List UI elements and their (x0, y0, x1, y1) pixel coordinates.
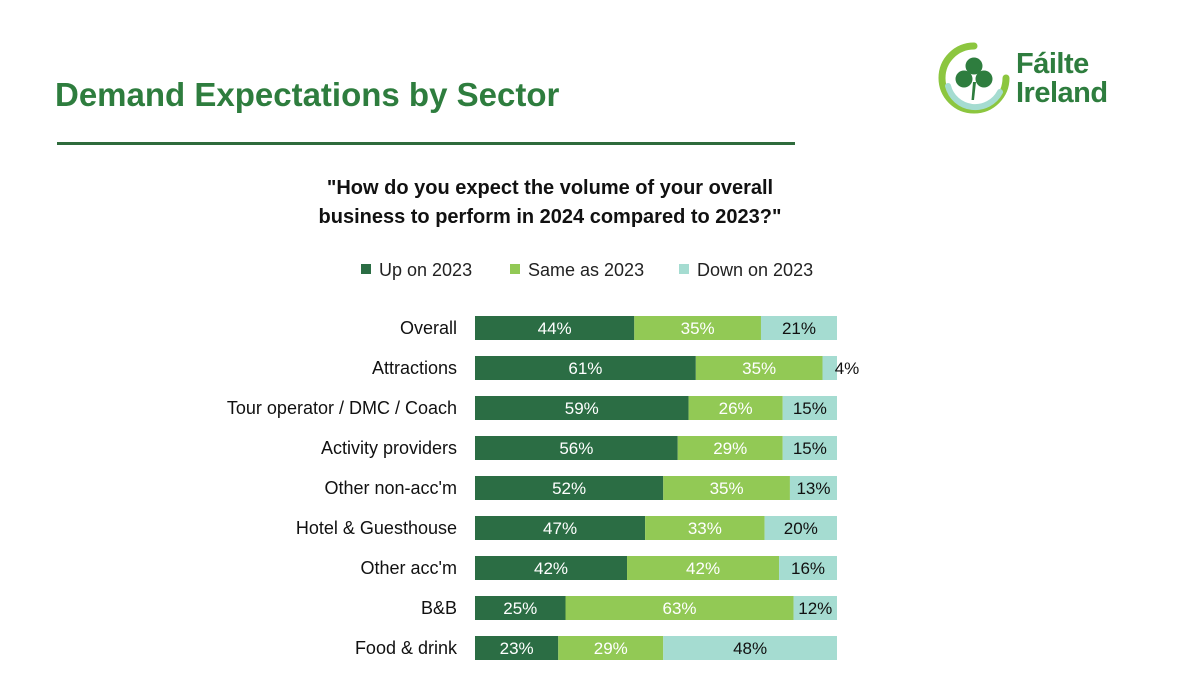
bar-segment (764, 516, 837, 540)
category-label: B&B (421, 598, 457, 618)
data-label: 42% (534, 559, 568, 578)
failte-ireland-logo: Fáilte Ireland (938, 42, 1138, 114)
bar-segment (822, 356, 837, 380)
chart-title-line-1: "How do you expect the volume of your ov… (326, 177, 774, 199)
data-label: 15% (793, 399, 827, 418)
bar-segment (475, 636, 559, 660)
data-label: 4% (835, 359, 860, 378)
data-label: 42% (686, 559, 720, 578)
data-label: 20% (784, 519, 818, 538)
page-title: Demand Expectations by Sector (55, 76, 560, 113)
logo-wordmark: Fáilte Ireland (1016, 50, 1146, 108)
logo-line-2: Ireland (1016, 77, 1108, 109)
title-divider (57, 142, 795, 145)
data-label: 15% (793, 439, 827, 458)
data-label: 35% (681, 319, 715, 338)
bar-segment (688, 396, 783, 420)
category-label: Other non-acc'm (325, 478, 458, 498)
bar-segment (779, 556, 837, 580)
category-label: Overall (400, 318, 457, 338)
bar-segment (677, 436, 783, 460)
bar-segment (627, 556, 780, 580)
legend-label-0: Up on 2023 (379, 260, 472, 280)
category-label: Activity providers (321, 438, 457, 458)
legend-label-1: Same as 2023 (528, 260, 644, 280)
shamrock-logo-icon (938, 42, 1010, 114)
bar-segment (695, 356, 823, 380)
category-label: Tour operator / DMC / Coach (227, 398, 457, 418)
data-label: 25% (503, 599, 537, 618)
bar-segment (782, 436, 837, 460)
bar-segment (475, 476, 664, 500)
bar-segment (475, 436, 678, 460)
data-label: 48% (733, 639, 767, 658)
bar-segment (663, 476, 790, 500)
data-label: 35% (742, 359, 776, 378)
bar-segment (558, 636, 664, 660)
data-label: 16% (791, 559, 825, 578)
bar-segment (789, 476, 837, 500)
category-label: Other acc'm (361, 558, 457, 578)
bar-segment (475, 556, 628, 580)
stacked-bar-chart: Up on 2023 Same as 2023 Down on 2023 Overal… (227, 260, 860, 660)
data-label: 47% (543, 519, 577, 538)
bar-segment (793, 596, 837, 620)
bar-segment (760, 316, 837, 340)
category-label: Food & drink (355, 638, 458, 658)
legend-label-2: Down on 2023 (697, 260, 813, 280)
legend-item-0: Up on 2023 (361, 260, 472, 280)
data-label: 59% (565, 399, 599, 418)
bar-segment (475, 356, 696, 380)
category-label: Hotel & Guesthouse (296, 518, 457, 538)
data-label: 13% (796, 479, 830, 498)
legend-swatch-1 (510, 264, 520, 274)
bar-segment (475, 316, 635, 340)
legend-swatch-0 (361, 264, 371, 274)
data-label: 63% (663, 599, 697, 618)
data-label: 21% (782, 319, 816, 338)
data-label: 29% (594, 639, 628, 658)
chart-title-line-2: business to perform in 2024 compared to … (318, 206, 782, 228)
bar-segment (565, 596, 794, 620)
data-label: 12% (798, 599, 832, 618)
bar-segment (645, 516, 765, 540)
data-label: 52% (552, 479, 586, 498)
bar-segment (475, 596, 566, 620)
bar-segment (663, 636, 837, 660)
data-label: 44% (538, 319, 572, 338)
bar-segment (475, 396, 689, 420)
bar-segment (475, 516, 646, 540)
logo-line-1: Fáilte (1016, 48, 1089, 80)
data-label: 29% (713, 439, 747, 458)
legend-item-2: Down on 2023 (679, 260, 813, 280)
data-label: 33% (688, 519, 722, 538)
legend-swatch-2 (679, 264, 689, 274)
legend-item-1: Same as 2023 (510, 260, 644, 280)
chart-title: "How do you expect the volume of your ov… (240, 174, 860, 232)
data-label: 23% (500, 639, 534, 658)
bar-segment (782, 396, 837, 420)
bar-segment (634, 316, 761, 340)
data-label: 56% (559, 439, 593, 458)
data-label: 35% (710, 479, 744, 498)
data-label: 26% (719, 399, 753, 418)
data-label: 61% (568, 359, 602, 378)
category-label: Attractions (372, 358, 457, 378)
